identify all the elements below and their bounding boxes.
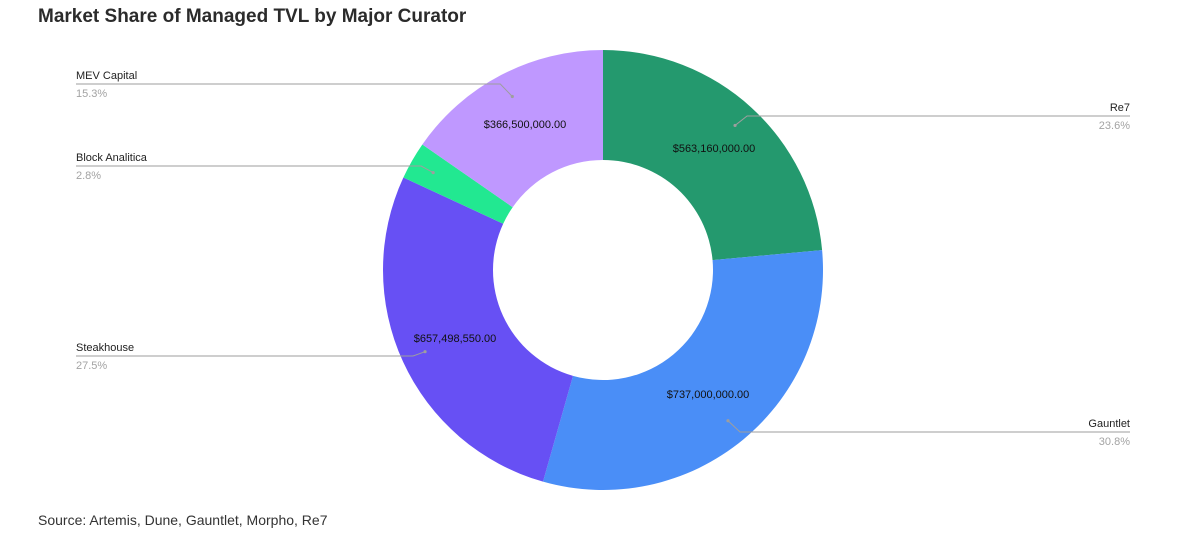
slice-mev-capital [422,50,603,208]
legend-name-re7: Re7 [1110,102,1130,114]
leader-line-block-analitica [76,165,434,174]
leader-dot-re7 [733,123,737,128]
legend-name-block-analitica: Block Analitica [76,152,148,164]
slice-steakhouse [382,177,573,482]
leader-dot-block-analitica [431,171,435,175]
leader-line-mev-capital [76,83,513,97]
leader-line-gauntlet [727,420,1130,433]
slice-re7 [603,50,823,261]
chart-title: Market Share of Managed TVL by Major Cur… [38,6,467,27]
legend-percent-re7: 23.6% [1099,120,1130,132]
value-label-mev-capital: $366,500,000.00 [484,119,567,131]
leader-dot-mev-capital [510,94,514,99]
legend-name-gauntlet: Gauntlet [1088,418,1130,430]
legend-name-mev-capital: MEV Capital [76,70,137,82]
value-label-gauntlet: $737,000,000.00 [667,389,750,401]
leader-dot-steakhouse [423,350,427,354]
slice-block-analitica [403,144,513,224]
legend-percent-gauntlet: 30.8% [1099,436,1130,448]
legend-percent-mev-capital: 15.3% [76,88,107,100]
legend-percent-steakhouse: 27.5% [76,360,107,372]
leader-dot-gauntlet [726,419,730,423]
leader-lines-layer [76,83,1130,433]
slices-layer [382,50,824,490]
legend-name-steakhouse: Steakhouse [76,342,134,354]
labels-layer: Re7 23.6% $563,160,000.00 Gauntlet 30.8% $737… [76,70,1130,448]
source-note: Source: Artemis, Dune, Gauntlet, Morpho,… [38,512,328,528]
leader-line-re7 [734,115,1130,126]
slice-gauntlet [542,250,824,490]
value-label-re7: $563,160,000.00 [673,143,756,155]
legend-percent-block-analitica: 2.8% [76,170,101,182]
leader-line-steakhouse [76,351,426,357]
value-label-steakhouse: $657,498,550.00 [414,333,497,345]
